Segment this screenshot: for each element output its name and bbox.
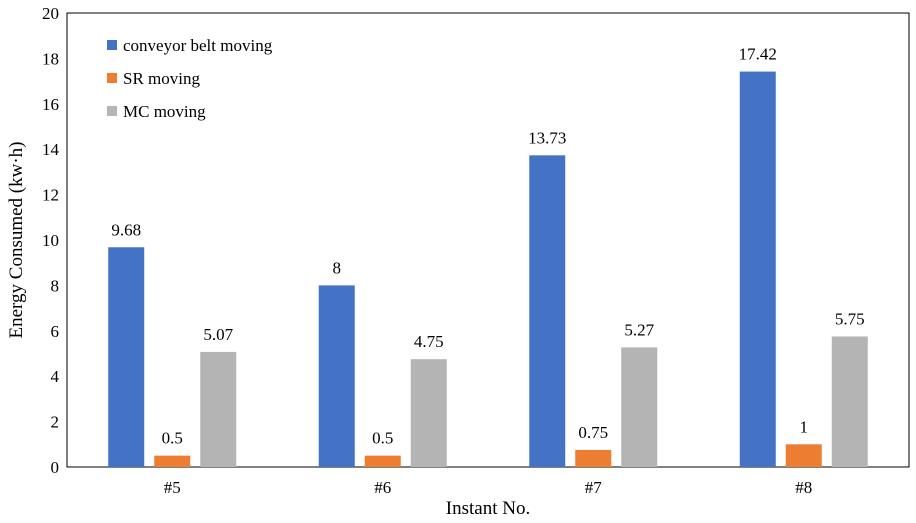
data-label: 9.68 bbox=[111, 220, 141, 239]
data-label: 13.73 bbox=[528, 128, 566, 147]
x-tick-label: #6 bbox=[374, 478, 391, 497]
legend-swatch bbox=[107, 40, 117, 50]
y-tick-label: 6 bbox=[51, 322, 60, 341]
legend: conveyor belt moving SR moving MC moving bbox=[107, 36, 273, 121]
y-tick-label: 8 bbox=[51, 276, 60, 295]
y-tick-label: 20 bbox=[42, 4, 59, 23]
data-label: 5.27 bbox=[624, 320, 654, 339]
bar bbox=[318, 285, 355, 467]
y-tick-label: 4 bbox=[51, 367, 60, 386]
legend-swatch bbox=[107, 73, 117, 83]
legend-label: conveyor belt moving bbox=[123, 36, 273, 55]
y-tick-label: 0 bbox=[51, 458, 60, 477]
y-tick-label: 14 bbox=[42, 140, 60, 159]
bar bbox=[529, 155, 566, 468]
y-tick-label: 18 bbox=[42, 49, 59, 68]
x-tick-label: #7 bbox=[585, 478, 603, 497]
bar bbox=[621, 347, 658, 467]
bar bbox=[410, 359, 447, 467]
legend-swatch bbox=[107, 106, 117, 116]
data-label: 5.07 bbox=[203, 325, 233, 344]
y-tick-label: 16 bbox=[42, 95, 59, 114]
x-axis: #5 #6 #7 #8 bbox=[164, 478, 813, 497]
x-axis-title: Instant No. bbox=[446, 498, 530, 519]
bar bbox=[364, 455, 401, 467]
bar bbox=[108, 247, 145, 467]
data-label: 17.42 bbox=[739, 45, 777, 64]
data-label: 1 bbox=[800, 417, 809, 436]
plot-frame bbox=[66, 12, 910, 468]
bar bbox=[154, 455, 191, 467]
bar bbox=[739, 71, 776, 467]
y-tick-label: 2 bbox=[51, 413, 60, 432]
data-label: 0.5 bbox=[372, 429, 393, 448]
data-label: 0.5 bbox=[162, 429, 183, 448]
bar bbox=[831, 336, 868, 467]
bar bbox=[785, 444, 822, 467]
data-label: 8 bbox=[333, 258, 342, 277]
y-axis-title: Energy Consumed (kw·h) bbox=[6, 141, 27, 338]
bars: 9.68 0.5 5.07 8 0.5 4.75 13.73 0.75 5.27 17.42 1 5.… bbox=[108, 45, 868, 468]
data-label: 5.75 bbox=[835, 309, 865, 328]
data-label: 0.75 bbox=[578, 423, 608, 442]
legend-label: MC moving bbox=[123, 102, 206, 121]
x-tick-label: #5 bbox=[164, 478, 181, 497]
legend-label: SR moving bbox=[123, 69, 200, 88]
y-tick-label: 10 bbox=[42, 231, 59, 250]
y-tick-label: 12 bbox=[42, 186, 59, 205]
bar bbox=[575, 449, 612, 467]
bar bbox=[200, 351, 237, 467]
y-axis: 0 2 4 6 8 10 12 14 16 18 20 bbox=[42, 4, 60, 477]
x-tick-label: #8 bbox=[795, 478, 812, 497]
data-label: 4.75 bbox=[414, 332, 444, 351]
